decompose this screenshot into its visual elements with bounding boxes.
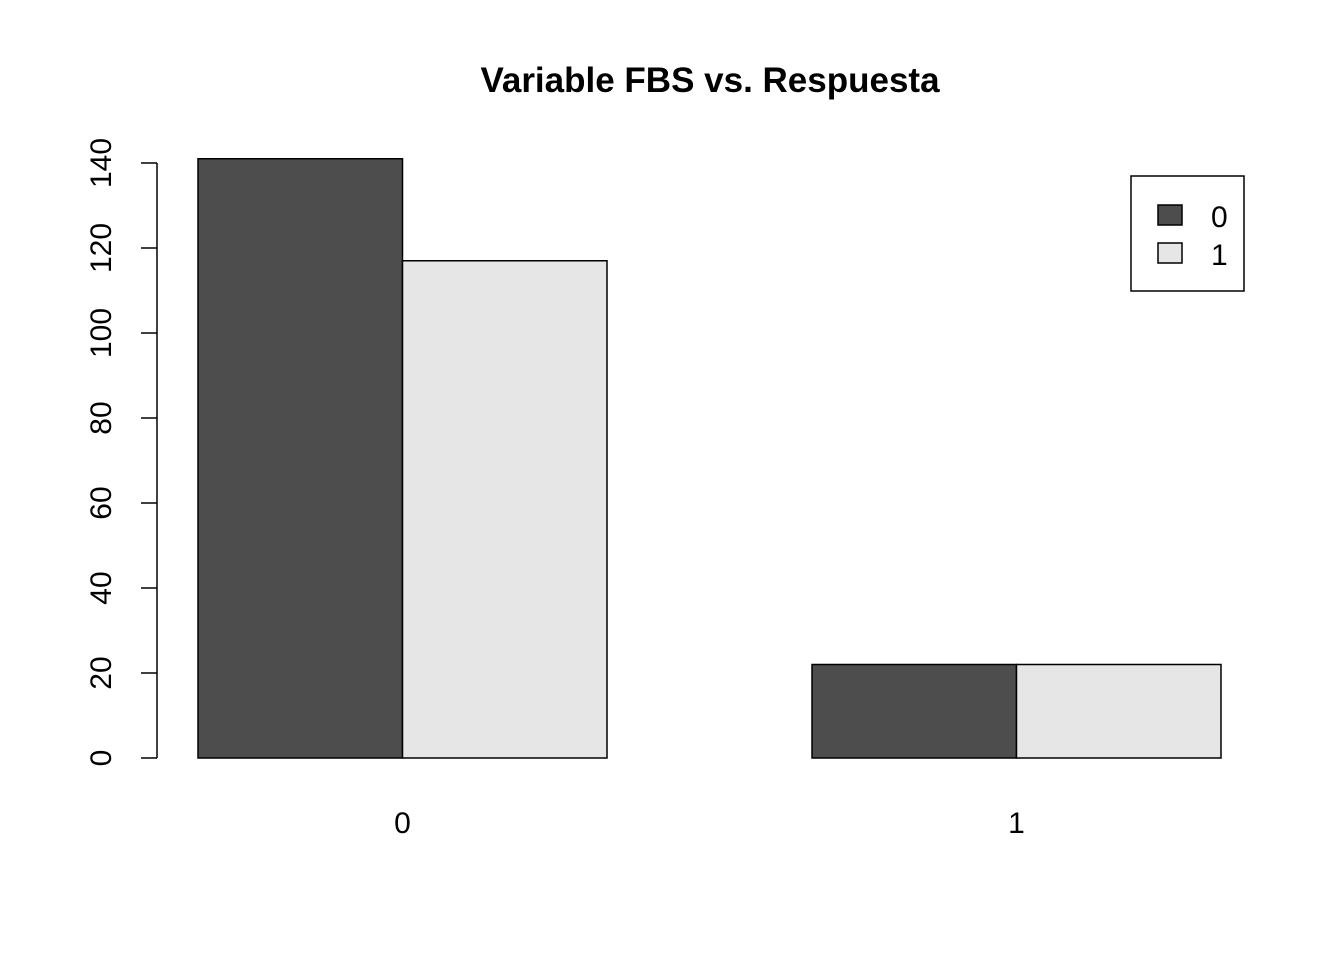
y-tick-label-60: 60: [85, 486, 118, 519]
bar-1-series-0: [811, 663, 1018, 759]
chart-title: Variable FBS vs. Respuesta: [480, 61, 940, 100]
legend-label-0: 0: [1211, 201, 1228, 234]
legend-box: [1130, 175, 1245, 292]
bar-0-series-0: [197, 158, 404, 759]
y-tick-label-100: 100: [85, 308, 118, 358]
bars: [197, 158, 1222, 759]
y-tick-label-20: 20: [85, 656, 118, 689]
y-tick-label-0: 0: [85, 750, 118, 767]
x-tick-label-0: 0: [394, 807, 411, 840]
y-tick-label-140: 140: [85, 138, 118, 188]
y-tick-label-120: 120: [85, 223, 118, 273]
legend-swatch-0: [1157, 204, 1183, 226]
y-tick-label-80: 80: [85, 401, 118, 434]
x-tick-label-1: 1: [1008, 807, 1025, 840]
legend: 01: [1130, 175, 1245, 292]
bar-1-series-1: [1015, 663, 1222, 759]
y-tick-label-40: 40: [85, 571, 118, 604]
y-axis: 0 20 40 60 80 100 120 140: [85, 138, 158, 767]
legend-swatch-1: [1157, 242, 1183, 264]
legend-label-1: 1: [1211, 239, 1228, 272]
bar-0-series-1: [401, 260, 608, 759]
